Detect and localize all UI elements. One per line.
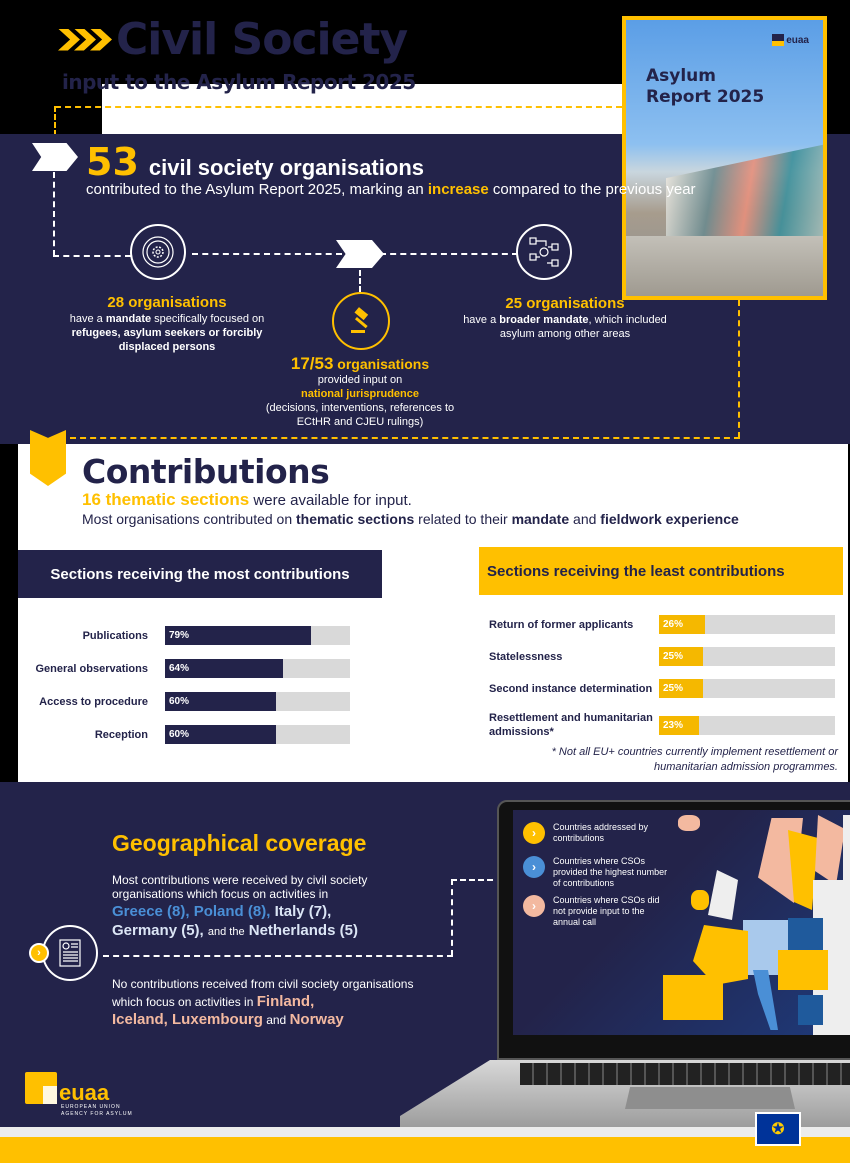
connector-line (192, 253, 342, 255)
stat-mandate: 28 organisations have a mandate specific… (69, 294, 265, 353)
bar-row: Second instance determination 25% (489, 679, 835, 698)
org-count-heading: 53 civil society organisations (86, 140, 424, 184)
europe-map[interactable]: › Countries addressed by contributions › C… (513, 810, 850, 1035)
bar-label: General observations (35, 662, 149, 675)
legend-no-input: › Countries where CSOs did not provide in… (523, 895, 673, 928)
bar-fill: 79% (165, 626, 312, 645)
map-greece (798, 995, 823, 1025)
bar-label: Reception (94, 728, 148, 741)
connector-line (54, 106, 56, 136)
top-countries-list: Greece (8), Poland (8), Italy (7), Germa… (112, 903, 358, 939)
chevron-right-icon: › (523, 856, 545, 878)
bar-track: 64% (165, 659, 350, 678)
map-italy (753, 970, 778, 1030)
chevron-right-icon: › (523, 822, 545, 844)
connector-line (53, 255, 131, 257)
report-cover-image[interactable]: euaa Asylum Report 2025 (622, 16, 827, 300)
geography-text-none: No contributions received from civil soc… (112, 977, 414, 1028)
chevron-right-icon: › (29, 943, 49, 963)
euaa-logo: euaa (772, 34, 809, 46)
bar-fill: 25% (659, 679, 703, 698)
footer-band (0, 1127, 850, 1137)
connector-line (53, 172, 55, 256)
bar-fill: 23% (659, 715, 700, 735)
document-icon (42, 925, 98, 981)
page-subtitle: input to the Asylum Report 2025 (62, 70, 416, 94)
map-finland (815, 815, 845, 885)
bar-label: Publications (82, 629, 148, 642)
bar-track: 25% (659, 679, 835, 698)
connector-line (359, 270, 361, 292)
bar-fill: 25% (659, 647, 703, 666)
bar-track: 23% (659, 715, 835, 735)
least-contributions-header: Sections receiving the least contributio… (479, 547, 843, 595)
stat-jurisprudence: 17/53 organisations provided input on na… (265, 354, 455, 429)
map-ireland (691, 890, 709, 910)
contributions-mandate-text: Most organisations contributed on themat… (82, 511, 739, 527)
contributions-title: Contributions (82, 452, 330, 491)
title-text: Civil Society (116, 14, 408, 65)
bar-row: Resettlement and humanitarian admissions… (489, 711, 835, 739)
connector-line (55, 106, 622, 108)
cover-title: Asylum Report 2025 (646, 66, 765, 107)
connector-line (380, 253, 518, 255)
bar-label: Statelessness (489, 650, 563, 663)
bar-label: Resettlement and humanitarian admissions… (489, 712, 653, 738)
connector-line (70, 437, 740, 439)
euaa-logo: euaa EUROPEAN UNION AGENCY FOR ASYLUM (25, 1072, 133, 1118)
gavel-icon (332, 292, 390, 350)
eu-flag-icon: ✪ (755, 1112, 801, 1146)
bar-track: 60% (165, 692, 350, 711)
bar-row: Return of former applicants 26% (489, 615, 835, 634)
geography-text-most: Most contributions were received by civi… (112, 873, 368, 901)
bar-track: 26% (659, 615, 835, 634)
bar-fill: 60% (165, 725, 276, 744)
chevron-right-icon: › (523, 895, 545, 917)
map-uk (708, 870, 738, 920)
most-contributions-header: Sections receiving the most contribution… (18, 550, 382, 598)
bar-track: 79% (165, 626, 350, 645)
bar-track: 60% (165, 725, 350, 744)
chevron-right-icon (58, 28, 112, 51)
legend-highest: › Countries where CSOs provided the highe… (523, 856, 673, 889)
bar-label: Access to procedure (39, 695, 148, 708)
workflow-icon (516, 224, 572, 280)
bar-track: 25% (659, 647, 835, 666)
bar-fill: 60% (165, 692, 276, 711)
laptop-trackpad (625, 1087, 795, 1109)
header-band (102, 84, 625, 134)
page-title: Civil Society (58, 14, 408, 65)
connector-line (738, 300, 740, 438)
connector-line (451, 879, 453, 956)
bar-label: Return of former applicants (489, 618, 634, 631)
bar-fill: 64% (165, 659, 284, 678)
geography-title: Geographical coverage (112, 830, 367, 856)
laptop-keyboard (520, 1063, 850, 1085)
footnote: * Not all EU+ countries currently implem… (551, 746, 838, 773)
summary-text: contributed to the Asylum Report 2025, m… (86, 181, 696, 198)
bar-label: Second instance determination (489, 682, 653, 695)
footer-band-yellow (0, 1137, 850, 1163)
map-iceland (678, 815, 700, 831)
bar-row: Statelessness 25% (489, 647, 835, 666)
bar-row: Publications 79% (20, 626, 350, 645)
legend-addressed: › Countries addressed by contributions (523, 822, 673, 844)
target-gear-icon (130, 224, 186, 280)
bar-row: Reception 60% (20, 725, 350, 744)
connector-line (103, 955, 453, 957)
map-iberia (663, 975, 723, 1020)
map-central (778, 950, 828, 990)
connector-line (451, 879, 493, 881)
contributions-sections-text: 16 thematic sections were available for … (82, 490, 412, 509)
arrow-down-icon (30, 430, 66, 486)
bar-fill: 26% (659, 615, 705, 634)
stat-broader-mandate: 25 organisations have a broader mandate,… (463, 295, 667, 340)
bar-row: General observations 64% (20, 659, 350, 678)
bar-row: Access to procedure 60% (20, 692, 350, 711)
